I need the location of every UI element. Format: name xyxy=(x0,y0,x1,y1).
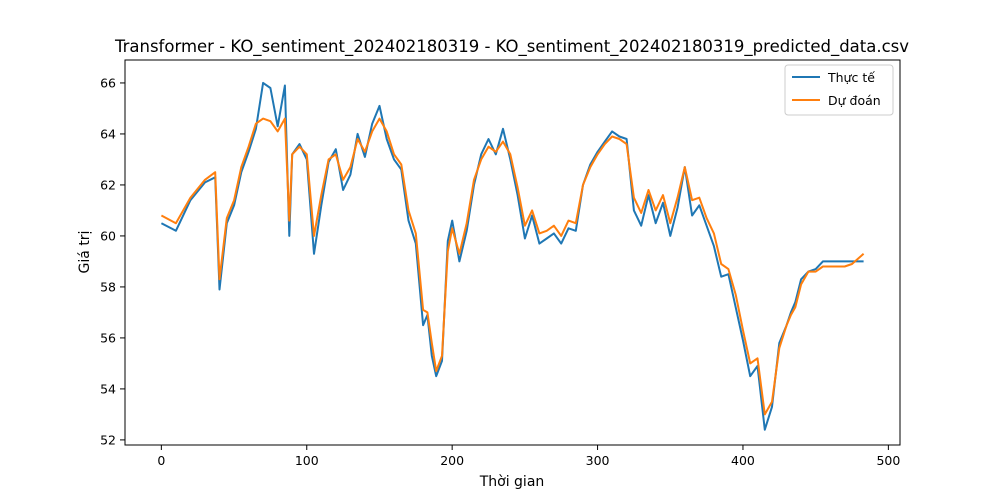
plot-frame xyxy=(124,59,901,446)
series-line-du-doan xyxy=(160,117,865,416)
x-axis-label: Thời gian xyxy=(479,474,545,490)
x-tick-label: 500 xyxy=(876,453,900,468)
y-tick-label: 62 xyxy=(100,177,116,192)
chart-title: Transformer - KO_sentiment_202402180319 … xyxy=(114,37,909,57)
x-tick-label: 0 xyxy=(157,453,165,468)
y-tick-label: 56 xyxy=(100,330,116,345)
x-tick-label: 100 xyxy=(295,453,319,468)
y-tick-label: 52 xyxy=(100,432,116,447)
y-tick-label: 64 xyxy=(100,126,116,141)
x-tick-label: 300 xyxy=(586,453,610,468)
y-tick-label: 54 xyxy=(100,381,116,396)
y-tick-label: 60 xyxy=(100,228,116,243)
x-tick-label: 400 xyxy=(731,453,755,468)
x-tick-label: 200 xyxy=(440,453,464,468)
y-tick-label: 66 xyxy=(100,75,116,90)
legend: Thực tế Dự đoán xyxy=(784,64,894,116)
legend-label-du-doan: Dự đoán xyxy=(828,93,881,108)
y-axis: 52 54 56 58 60 62 64 66 xyxy=(100,75,125,447)
y-axis-label: Giá trị xyxy=(77,231,93,274)
legend-label-thuc-te: Thực tế xyxy=(827,70,875,85)
y-tick-label: 58 xyxy=(100,279,116,294)
x-axis: 0 100 200 300 400 500 xyxy=(157,445,900,468)
